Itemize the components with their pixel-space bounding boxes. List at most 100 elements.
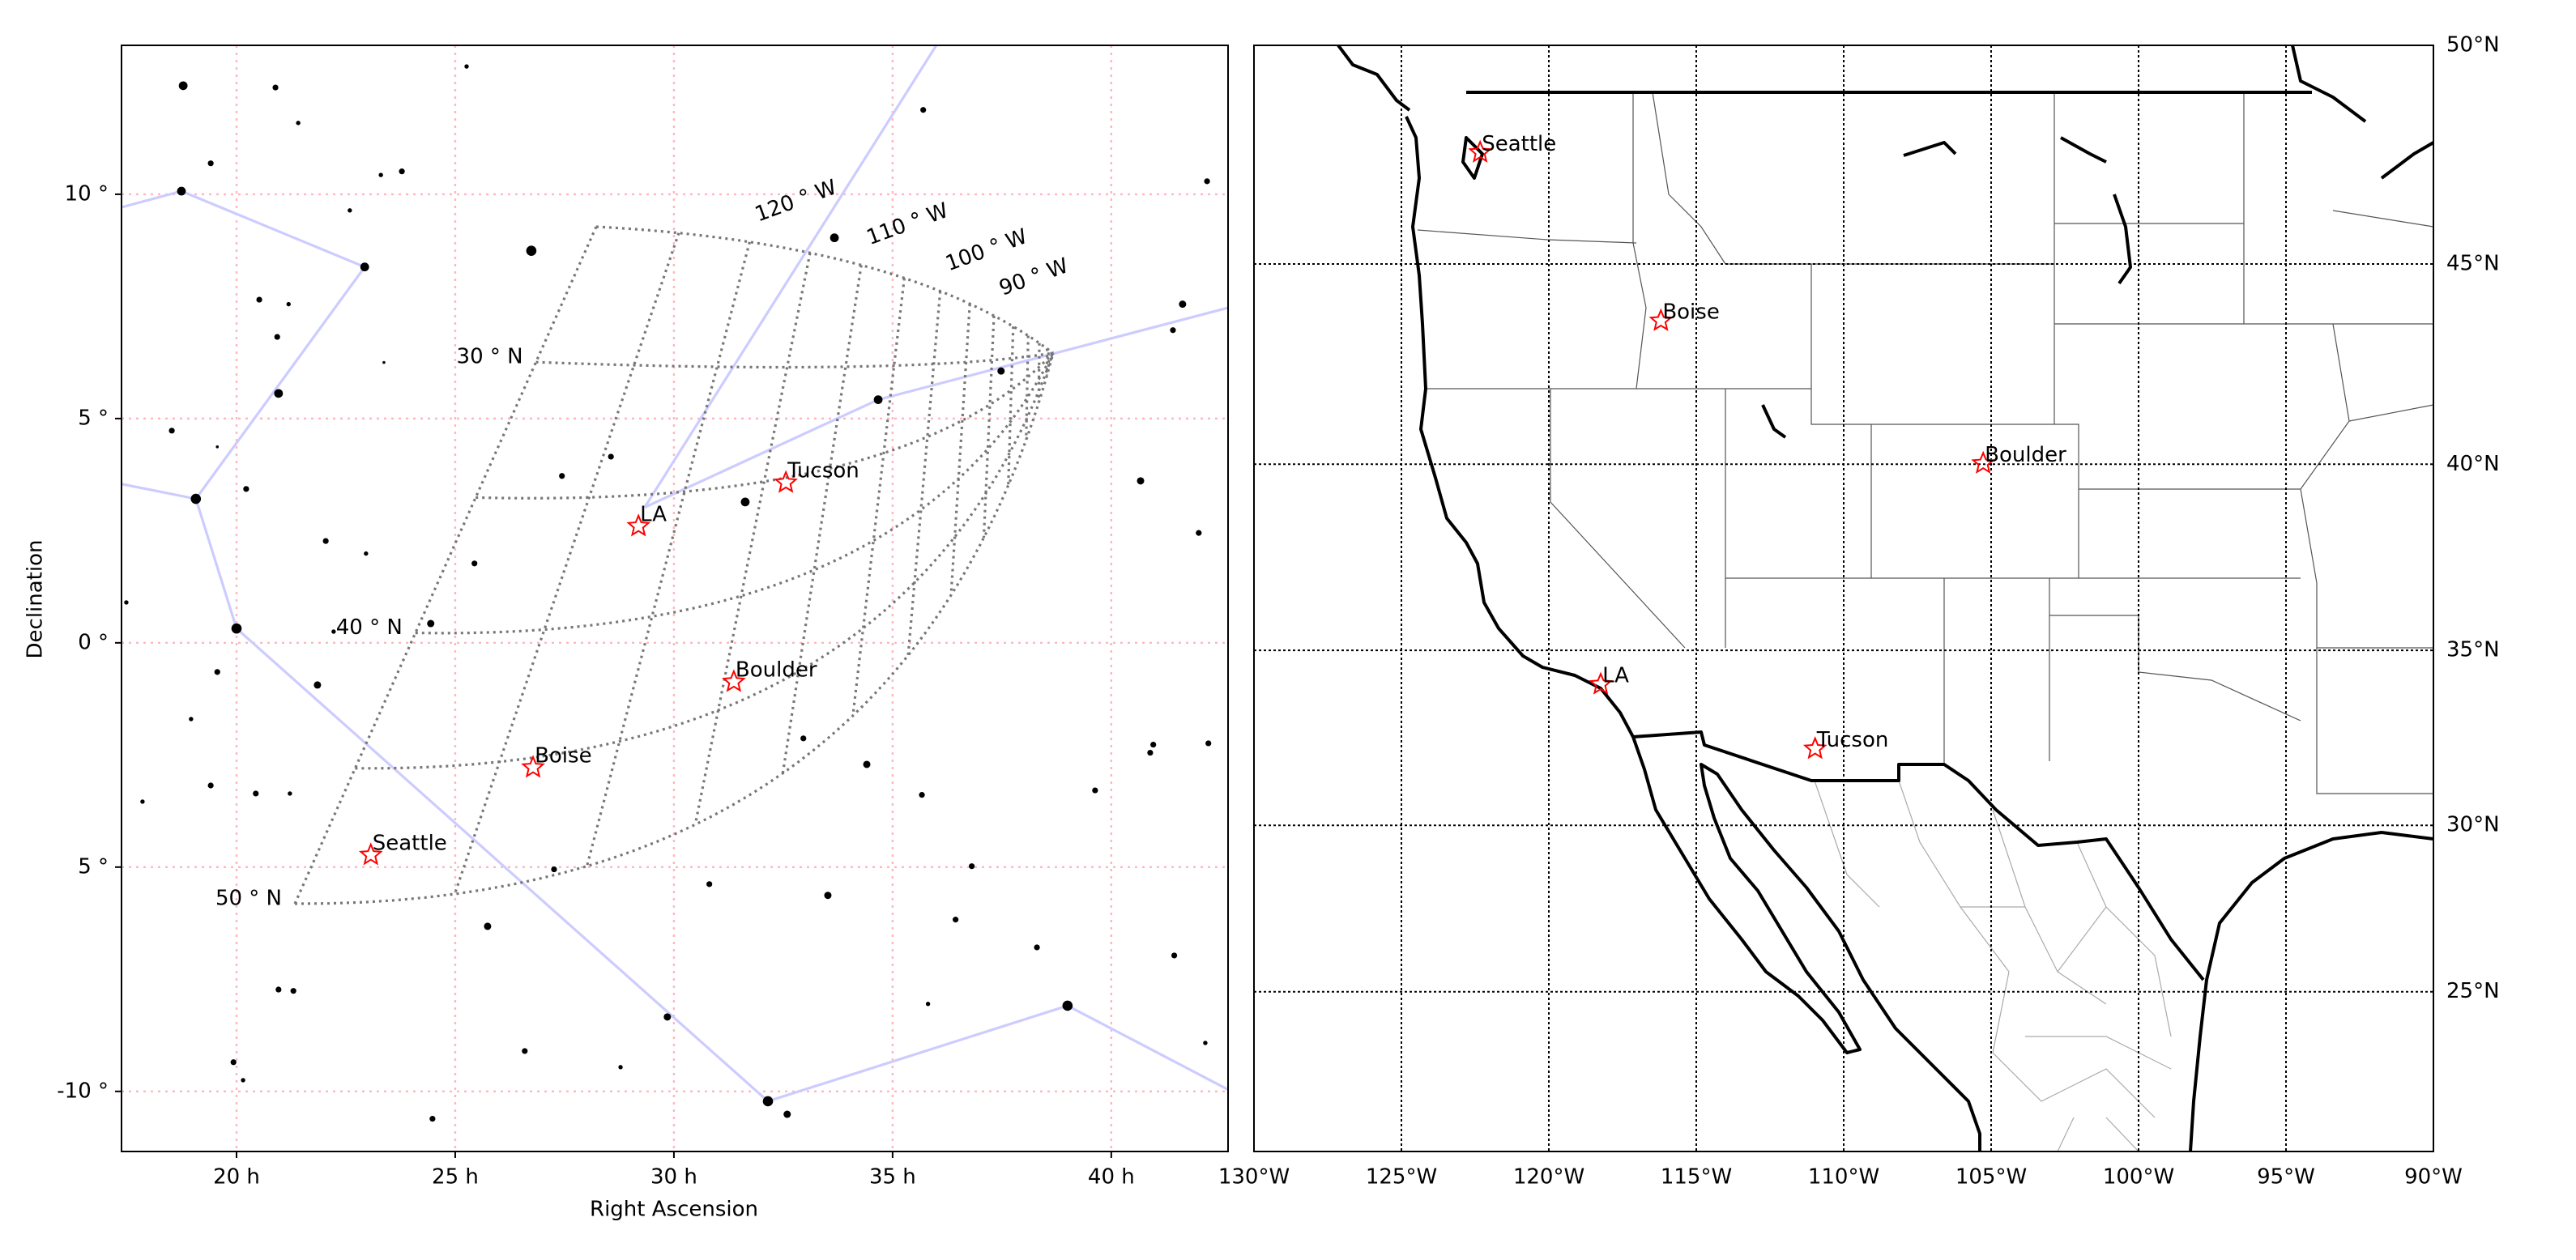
star: [253, 790, 259, 797]
star: [663, 1013, 672, 1021]
star: [783, 1110, 791, 1118]
city-label: Boulder: [736, 658, 817, 683]
star: [360, 262, 369, 272]
star: [953, 917, 959, 923]
y-tick-label: 5 °: [78, 406, 109, 430]
frame: [121, 45, 1229, 1152]
star: [873, 395, 883, 405]
star: [348, 208, 352, 213]
star: [177, 186, 186, 196]
longitude-line: [1007, 326, 1015, 486]
star: [243, 486, 249, 492]
grid: [1254, 45, 2433, 1151]
star: [286, 301, 291, 307]
city-marker: [521, 755, 545, 778]
y-tick-label: 35°N: [2446, 638, 2500, 662]
star: [551, 866, 557, 873]
city-label: Seattle: [373, 831, 447, 855]
star: [364, 551, 369, 556]
star: [274, 389, 284, 398]
city-label: Boulder: [1985, 443, 2066, 467]
star: [484, 922, 492, 930]
overlay-grid: [293, 225, 1055, 905]
x-tick-label: 100°W: [2103, 1165, 2174, 1190]
city-label: Boise: [535, 743, 592, 768]
star: [1092, 787, 1098, 794]
star: [378, 172, 383, 177]
mexico-borders: [1814, 780, 2172, 1151]
star: [1179, 300, 1187, 309]
star: [256, 296, 262, 303]
x-tick-label: 35 h: [869, 1165, 916, 1190]
grid: [122, 45, 1228, 1151]
star: [800, 735, 807, 742]
star: [1171, 952, 1178, 959]
x-tick-label: 115°W: [1661, 1165, 1732, 1190]
star: [427, 619, 435, 628]
star: [618, 1065, 623, 1070]
star: [382, 360, 386, 364]
star: [762, 1096, 774, 1107]
star: [830, 233, 839, 243]
y-tick-label: 30°N: [2446, 813, 2500, 837]
star: [230, 1059, 237, 1066]
longitude-line: [851, 278, 906, 717]
star: [740, 497, 750, 507]
star: [207, 160, 214, 167]
star: [1170, 327, 1176, 334]
city-marker: [1802, 736, 1828, 760]
borders: [1466, 91, 2312, 981]
y-axis-label: Declination: [23, 540, 48, 659]
city-marker: [774, 470, 798, 493]
axes: 20 h 25 h 30 h 35 h 40 h 10 ° 5 ° 0 ° 5 ° -10 °: [57, 181, 1134, 1189]
star: [178, 81, 188, 91]
x-tick-label: 20 h: [213, 1165, 260, 1190]
map-features: [1337, 45, 2433, 1151]
star: [824, 892, 832, 900]
star: [288, 791, 292, 796]
star: [919, 792, 925, 798]
star: [997, 367, 1005, 375]
star: [140, 799, 145, 804]
star: [1034, 944, 1040, 951]
star: [1062, 1000, 1073, 1011]
star: [429, 1115, 436, 1122]
x-tick-label: 25 h: [432, 1165, 479, 1190]
star: [322, 538, 329, 544]
stars: [124, 64, 1212, 1122]
star: [124, 600, 129, 605]
latitude-label: 30 ° N: [457, 345, 523, 369]
star: [522, 1048, 528, 1054]
star: [471, 560, 478, 567]
latitude-label: 40 ° N: [336, 615, 403, 640]
map-panel: Seattle Boise Boulder LA Tucson 130°W 125°W 12…: [1218, 33, 2500, 1190]
y-tick-label: -10 °: [57, 1079, 109, 1103]
star: [296, 121, 301, 126]
x-tick-label: 105°W: [1955, 1165, 2027, 1190]
star: [969, 863, 975, 870]
y-tick-label: 10 °: [65, 181, 109, 206]
star: [241, 1078, 245, 1083]
x-tick-label: 120°W: [1513, 1165, 1584, 1190]
city-label: Tucson: [1816, 728, 1889, 752]
longitude-line: [982, 315, 996, 538]
star: [526, 245, 537, 257]
cities: Seattle Boise Boulder LA Tucson: [1468, 132, 2066, 760]
city-marker: [1971, 450, 1996, 474]
star: [313, 681, 322, 689]
star: [559, 473, 565, 479]
star: [399, 168, 405, 175]
x-tick-label: 40 h: [1088, 1165, 1135, 1190]
y-tick-label: 0 °: [78, 630, 109, 654]
coastline: [1337, 45, 2433, 1151]
star: [863, 760, 871, 768]
city-marker: [1648, 308, 1674, 331]
x-tick-label: 95°W: [2257, 1165, 2315, 1190]
city-marker: [722, 669, 746, 692]
axes: 130°W 125°W 120°W 115°W 110°W 105°W 100°W 95°W 9…: [1218, 33, 2500, 1190]
x-tick-label: 30 h: [650, 1165, 697, 1190]
star: [231, 623, 242, 634]
